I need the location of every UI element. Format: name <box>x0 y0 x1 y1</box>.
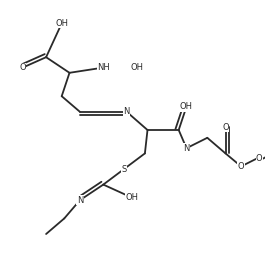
Text: O: O <box>19 63 26 72</box>
Text: O: O <box>256 154 263 163</box>
Text: N: N <box>123 107 130 116</box>
Text: N: N <box>183 144 190 153</box>
Text: NH: NH <box>97 63 110 72</box>
Text: O: O <box>222 123 229 132</box>
Text: OH: OH <box>180 102 193 111</box>
Text: OH: OH <box>55 19 68 28</box>
Text: N: N <box>77 196 83 205</box>
Text: S: S <box>122 165 127 173</box>
Text: OH: OH <box>131 63 144 72</box>
Text: O: O <box>238 162 245 171</box>
Text: OH: OH <box>125 193 138 202</box>
